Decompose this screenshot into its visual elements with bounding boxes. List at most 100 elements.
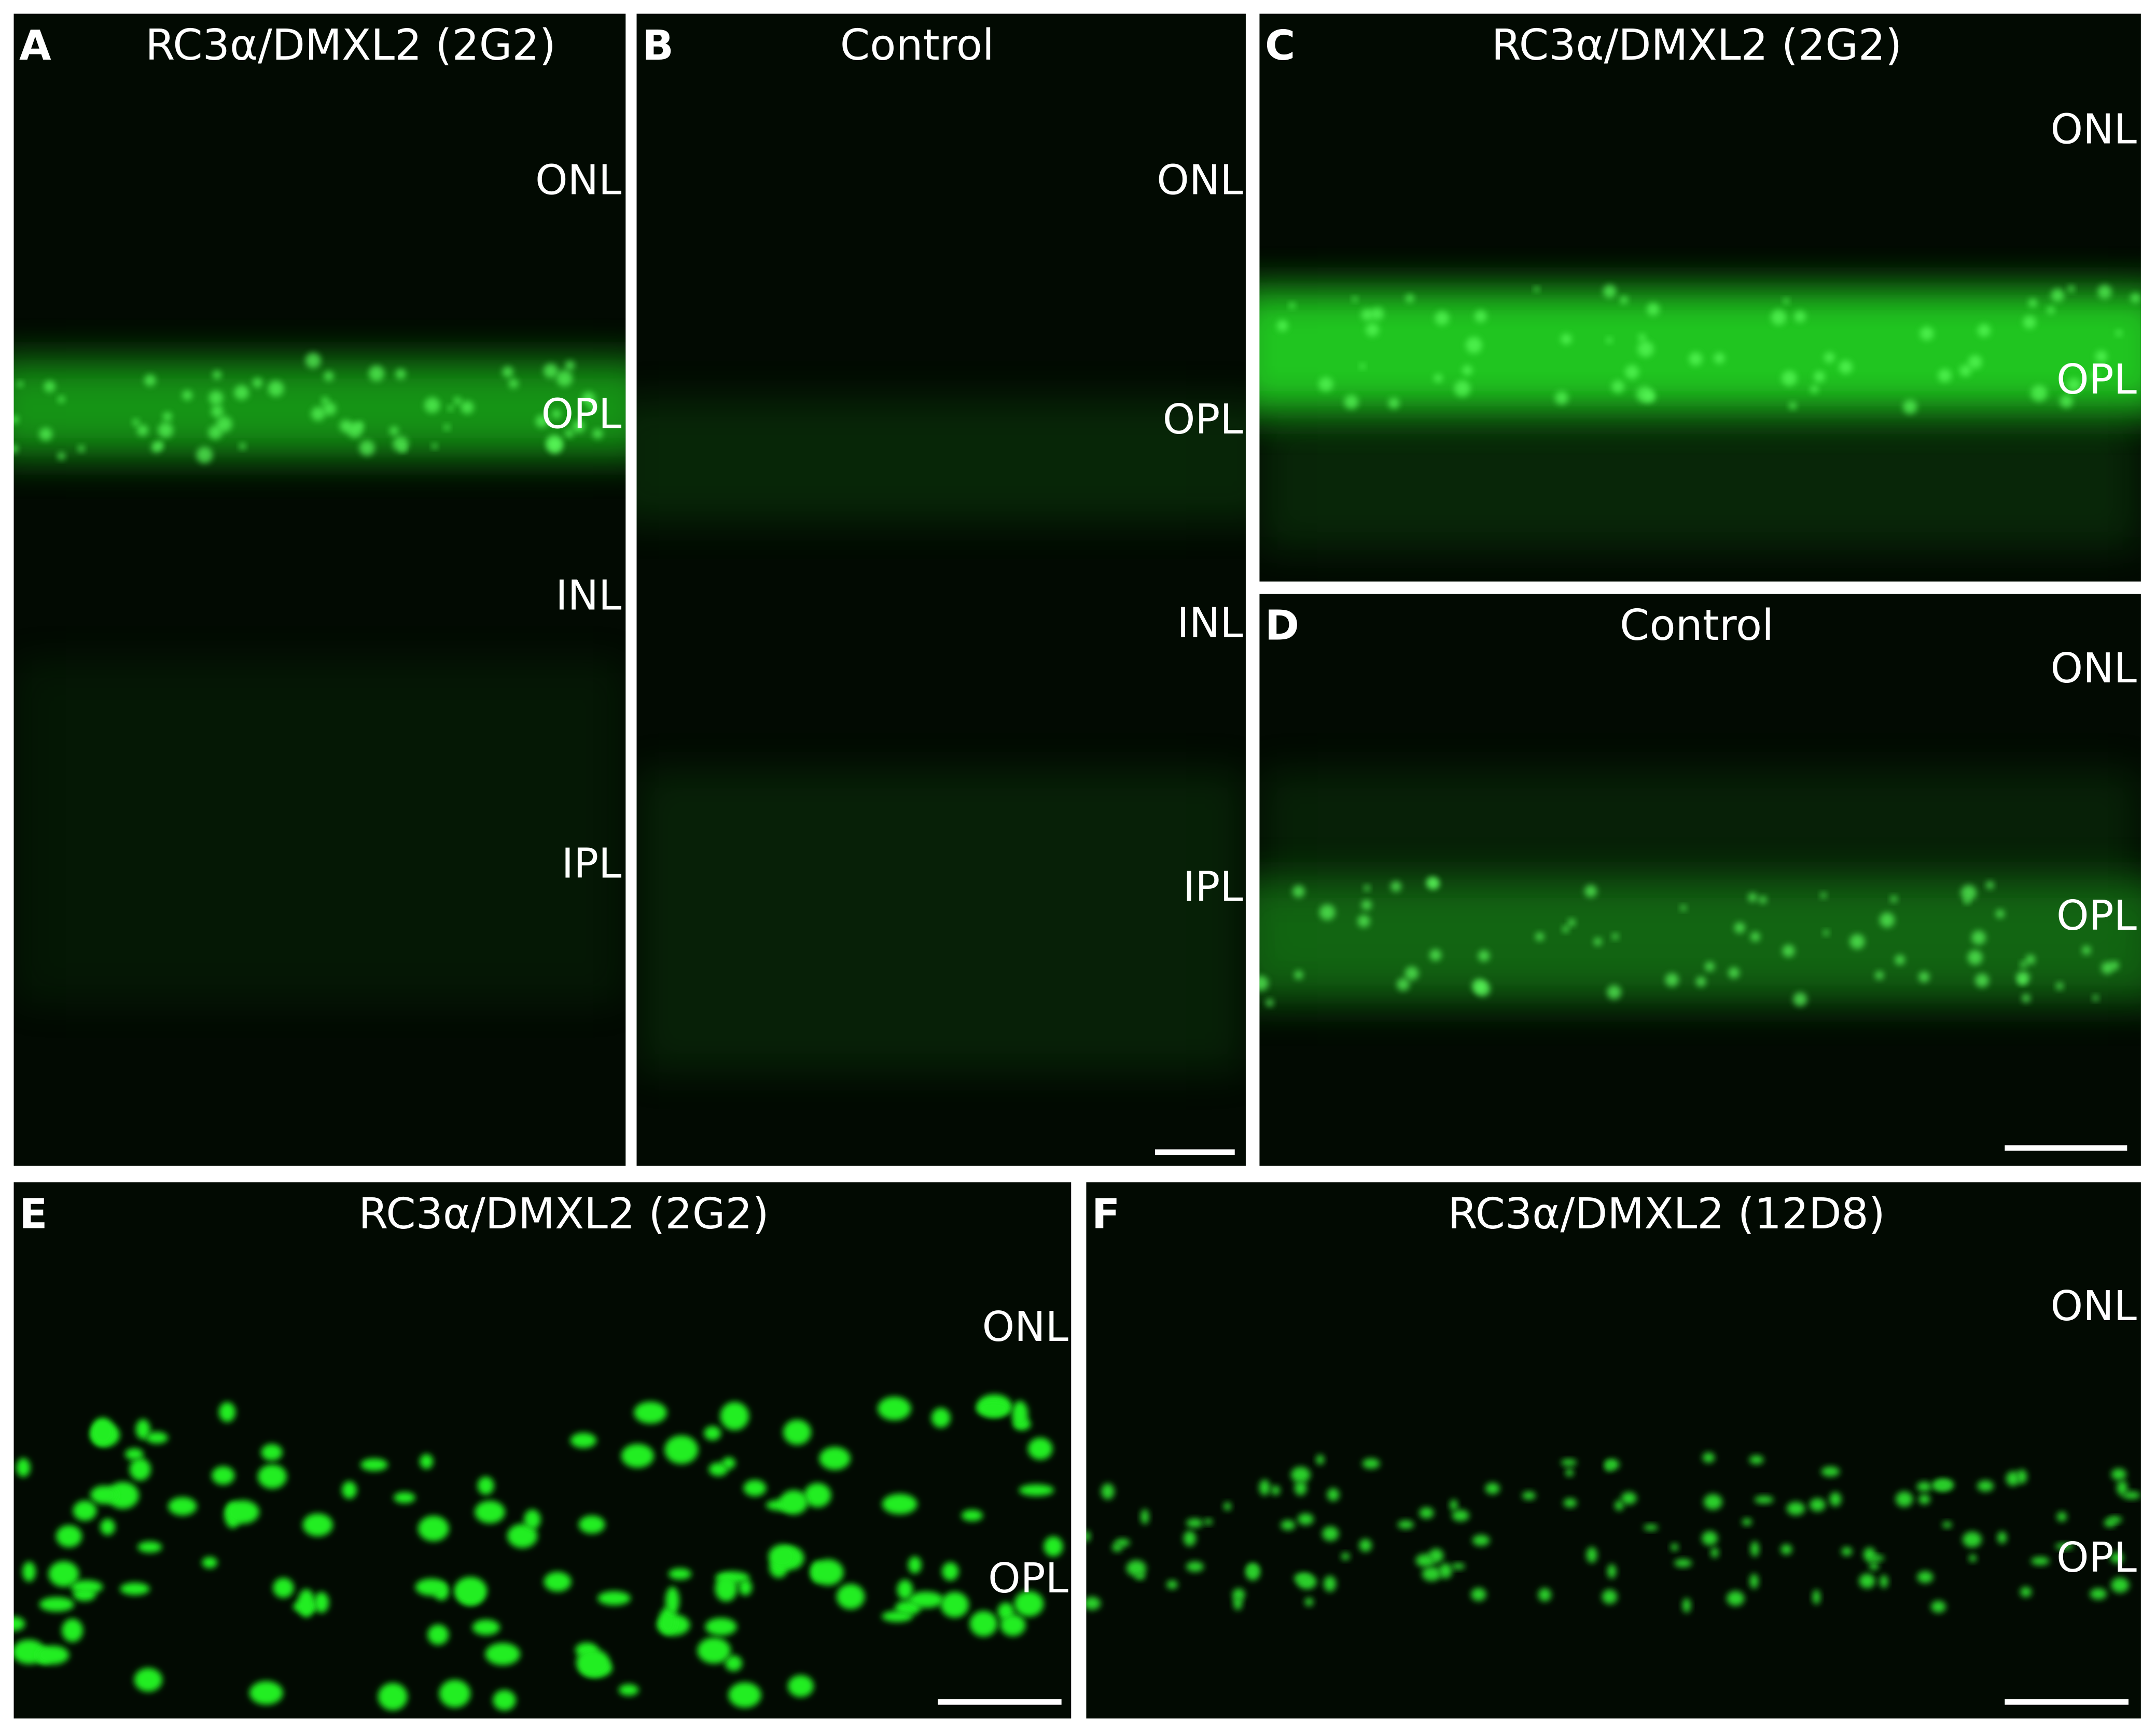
layer-label: INL [555,571,621,619]
puncta [1565,1468,1574,1477]
panel-letter: C [1265,21,1295,69]
puncta [1749,1573,1759,1589]
puncta [146,1432,168,1444]
puncta [493,1689,516,1711]
haze [13,660,626,1004]
puncta [1742,1518,1752,1526]
puncta [1475,981,1491,997]
puncta [1750,932,1760,942]
puncta [722,1457,735,1469]
puncta [1474,310,1487,323]
haze [1259,412,2141,550]
puncta [208,390,224,405]
puncta [2101,961,2113,974]
puncta [621,1444,654,1468]
puncta [1292,885,1305,898]
puncta [1671,1543,1678,1551]
puncta [1471,1588,1486,1601]
puncta [1429,949,1442,961]
puncta [1880,1575,1888,1588]
puncta [1322,1526,1339,1541]
layer-label: ONL [535,156,621,204]
puncta [1428,1548,1444,1563]
puncta [2097,285,2112,299]
puncta [1397,1520,1414,1529]
puncta [2020,961,2027,968]
puncta [570,1433,597,1448]
puncta [252,377,263,388]
puncta [1341,1552,1350,1560]
puncta [1086,1597,1101,1610]
puncta [2104,1518,2117,1527]
puncta [878,1396,911,1421]
puncta [1271,1485,1281,1495]
scale-bar [2005,1699,2129,1705]
puncta [2091,371,2098,379]
puncta [1586,1547,1597,1563]
puncta [321,397,329,405]
puncta [2067,285,2075,292]
panel-letter: A [19,21,51,69]
puncta [1140,1509,1149,1524]
puncta [1829,1492,1842,1507]
puncta [1789,402,1797,410]
puncta [424,397,440,413]
puncta [1361,900,1372,911]
puncta [1294,970,1303,980]
puncta [1868,1555,1885,1561]
puncta [1942,1521,1952,1528]
puncta [1406,294,1414,303]
puncta [578,1515,605,1534]
puncta [1478,950,1490,962]
puncta [1318,377,1333,392]
puncta [1689,352,1703,366]
puncta [13,1616,25,1631]
puncta [1895,955,1905,966]
puncta [1794,310,1806,323]
puncta [273,1577,294,1598]
puncta [1561,333,1572,345]
puncta [1702,1452,1715,1463]
signal [1086,1452,2141,1613]
puncta [2028,298,2038,308]
puncta [44,381,55,393]
puncta [1294,1481,1307,1495]
puncta [1727,1591,1745,1606]
puncta [2111,1468,2126,1480]
puncta [1918,971,1930,983]
puncta [73,1500,97,1521]
puncta [1710,1547,1719,1558]
layer-label: ONL [2051,105,2137,153]
puncta [1781,1544,1792,1555]
puncta [1319,904,1336,920]
puncta [418,1516,449,1542]
puncta [211,405,224,418]
puncta [2056,1512,2067,1522]
puncta [524,1509,541,1530]
puncta [1782,944,1795,957]
puncta [804,1483,831,1507]
puncta [1352,296,1358,302]
puncta [1674,1559,1692,1568]
puncta [1917,1571,1934,1583]
puncta [1485,1482,1500,1494]
puncta [453,397,462,405]
puncta [535,415,548,428]
puncta [125,1448,144,1460]
puncta [439,1680,471,1708]
puncta [1390,881,1401,892]
puncta [1166,1580,1178,1589]
puncta [1294,1573,1311,1584]
puncta [107,1482,139,1509]
puncta [1820,892,1827,899]
puncta [507,1523,538,1548]
puncta [1011,1401,1028,1428]
panel-title: RC3α/DMXL2 (12D8) [1448,1190,1885,1239]
puncta [1967,950,1983,965]
puncta [1714,353,1725,364]
puncta [768,1544,796,1568]
scale-bar [938,1699,1062,1705]
puncta [1135,1572,1145,1580]
puncta [1997,1531,2007,1544]
puncta [1450,1499,1458,1511]
